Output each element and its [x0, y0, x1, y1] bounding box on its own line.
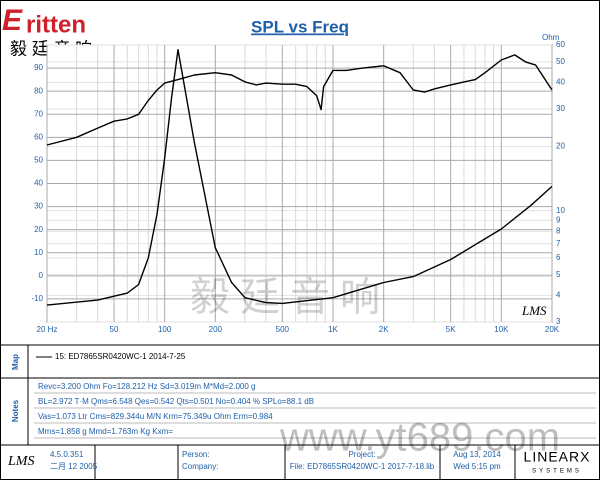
build-date: 二月 12 2005: [50, 462, 98, 471]
x-tick-label: 200: [209, 325, 223, 334]
y2-tick-label: 20: [556, 142, 565, 151]
print-date: Aug 13, 2014: [453, 450, 501, 459]
file: File: ED7865SR0420WC-1 2017-7-18.lib: [290, 462, 435, 471]
y2-tick-label: 6: [556, 253, 561, 262]
y2-tick-label: 9: [556, 216, 561, 225]
watermark: 毅廷音响: [190, 276, 390, 320]
y-tick-label: 90: [34, 63, 43, 72]
x-tick-label: 10K: [494, 325, 509, 334]
x-tick-label: 5K: [446, 325, 456, 334]
note-line: Revc=3.200 Ohm Fo=128.212 Hz Sd=3.019m M…: [38, 382, 255, 391]
x-tick-label: 20 Hz: [37, 325, 58, 334]
brand: LINEARX: [524, 449, 591, 465]
y-tick-label: 60: [34, 132, 43, 141]
y-tick-label: -10: [31, 294, 43, 303]
note-line: Vas=1.073 Ltr Cms=829.344u M/N Krm=75.34…: [38, 412, 273, 421]
logo-brand: ritten: [26, 11, 86, 38]
y-tick-label: 30: [34, 202, 43, 211]
y-tick-label: 40: [34, 179, 43, 188]
series-line: [46, 54, 553, 146]
footer-logo: LMS: [7, 454, 34, 469]
y-tick-label: 50: [34, 156, 43, 165]
note-line: Mms=1.858 g Mmd=1.763m Kg Kxm=: [38, 427, 173, 436]
y-tick-label: 20: [34, 225, 43, 234]
map-label: Map: [11, 354, 20, 370]
y2-tick-label: 4: [556, 291, 561, 300]
note-line: BL=2.972 T·M Qms=6.548 Qes=0.542 Qts=0.5…: [38, 397, 314, 406]
y2-tick-label: 3: [556, 317, 561, 326]
x-tick-label: 50: [110, 325, 119, 334]
watermark: www.yt689.com: [279, 416, 560, 460]
series-line: [46, 49, 553, 306]
project: Project:: [348, 450, 375, 459]
person: Person:: [182, 450, 210, 459]
y2-tick-label: 40: [556, 78, 565, 87]
logo-initial: E: [2, 4, 23, 37]
y2-tick-label: 8: [556, 226, 561, 235]
y-tick-label: 10: [34, 248, 43, 257]
x-tick-label: 20K: [545, 325, 560, 334]
y2-tick-label: 7: [556, 239, 561, 248]
print-time: Wed 5:15 pm: [453, 462, 501, 471]
y-tick-label: 70: [34, 109, 43, 118]
x-tick-label: 1K: [328, 325, 338, 334]
y2-tick-label: 60: [556, 40, 565, 49]
x-tick-label: 100: [158, 325, 172, 334]
y2-tick-label: 50: [556, 57, 565, 66]
y-tick-label: 0: [39, 271, 44, 280]
x-tick-label: 2K: [379, 325, 389, 334]
company: Company:: [182, 462, 218, 471]
version: 4.5.0.351: [50, 450, 84, 459]
y2-axis-label: Ohm: [542, 33, 560, 42]
x-tick-label: 500: [276, 325, 290, 334]
y2-tick-label: 5: [556, 270, 561, 279]
y-tick-label: 80: [34, 86, 43, 95]
y2-tick-label: 10: [556, 206, 565, 215]
chart-title: SPL vs Freq: [251, 17, 349, 36]
legend-entry: 15: ED7865SR0420WC-1 2014-7-25: [55, 352, 186, 361]
brand-sub: SYSTEMS: [532, 469, 582, 475]
y2-tick-label: 30: [556, 104, 565, 113]
notes-label: Notes: [11, 399, 20, 422]
plot-logo: LMS: [521, 303, 547, 318]
